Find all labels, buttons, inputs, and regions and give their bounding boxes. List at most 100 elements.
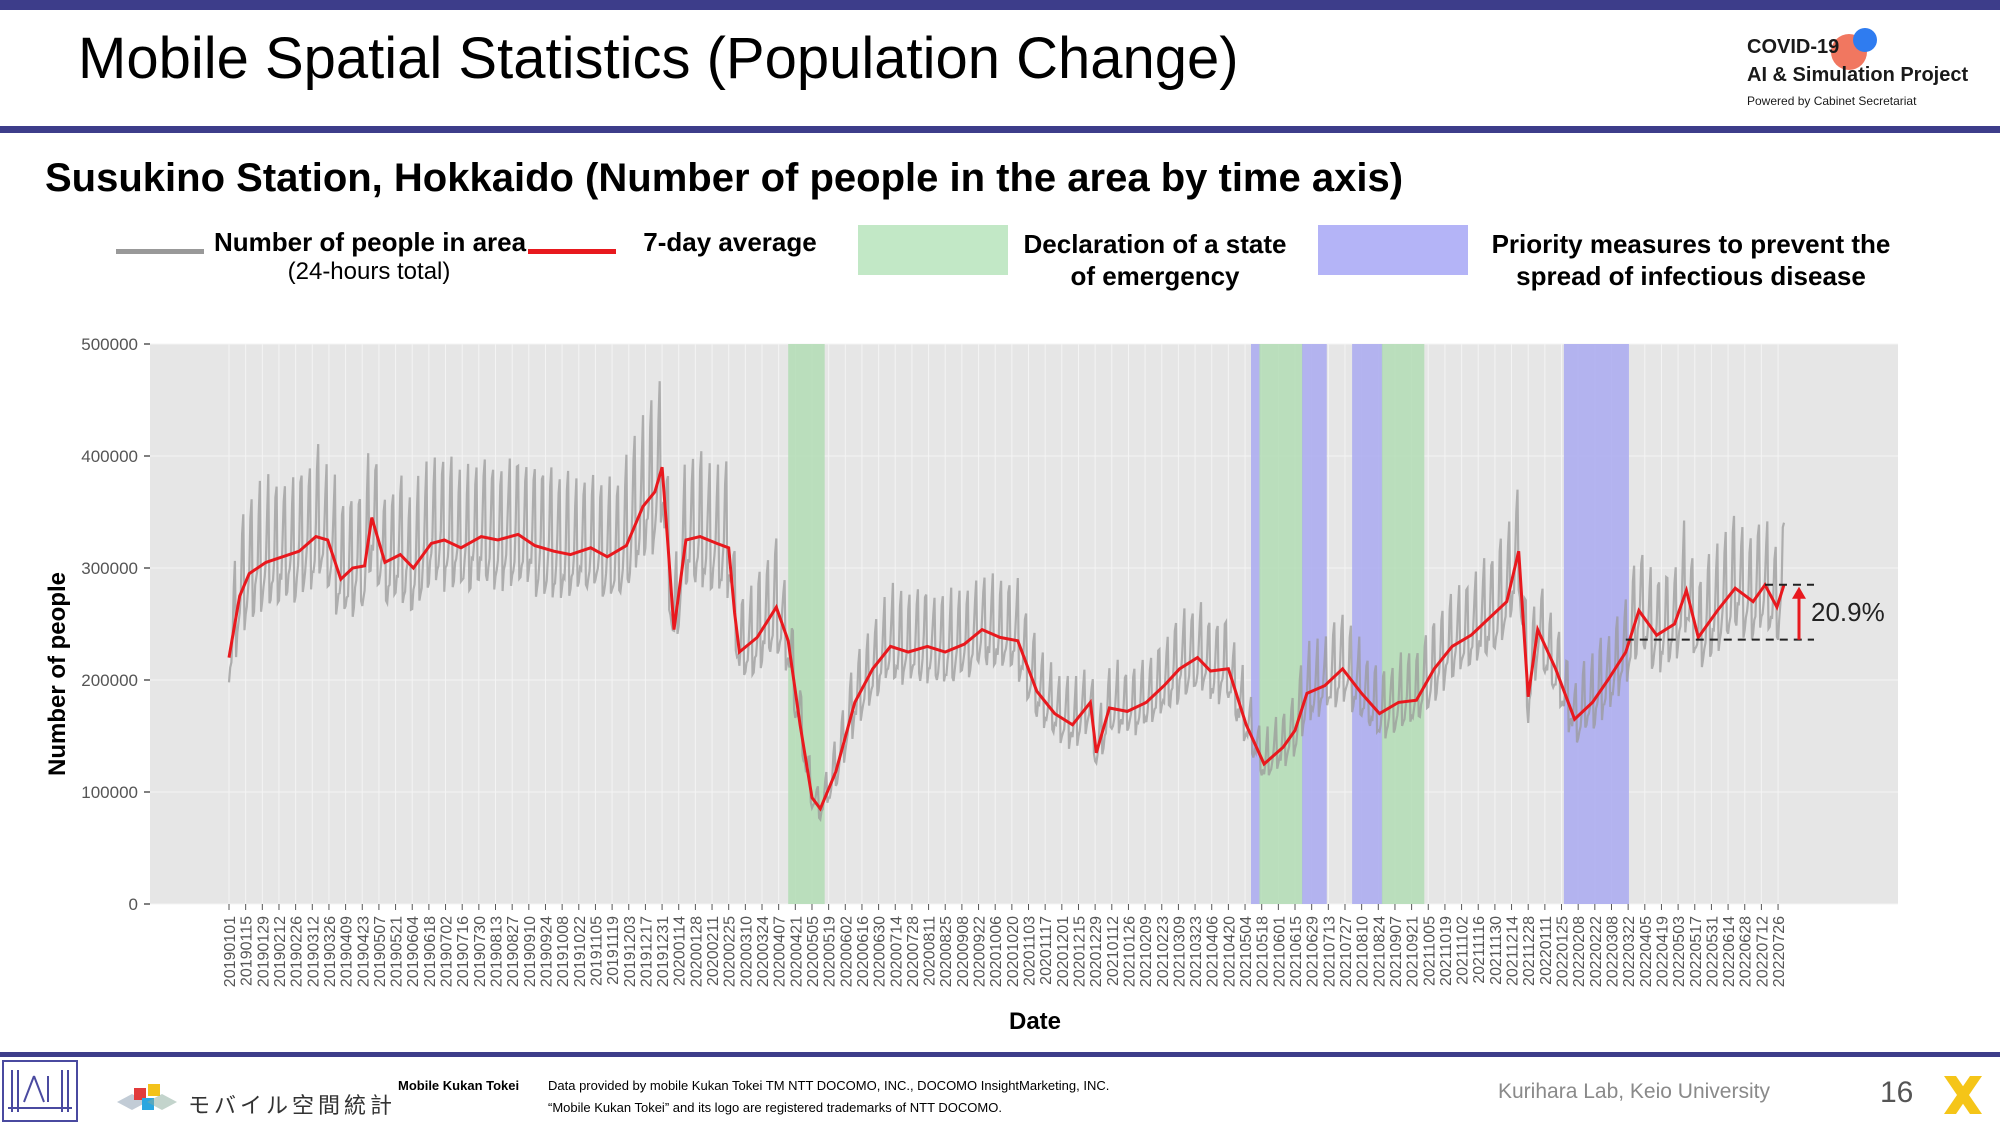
logo-line-2: AI & Simulation Project <box>1747 64 1969 86</box>
x-logo-icon <box>1938 1070 1988 1120</box>
covid-ai-project-logo: COVID-19 AI & Simulation Project Powered… <box>1745 28 1985 114</box>
title-divider-bar <box>0 126 2000 133</box>
x-tick-label: 20200811 <box>922 916 939 986</box>
y-tick-label: 400000 <box>81 447 138 466</box>
x-tick-label: 20190409 <box>339 916 356 987</box>
x-tick-label: 20211102 <box>1455 916 1472 985</box>
x-tick-label: 20210420 <box>1221 916 1238 987</box>
x-tick-label: 20201020 <box>1005 916 1022 987</box>
x-tick-label: 20210112 <box>1105 916 1122 986</box>
x-tick-label: 20200128 <box>688 916 705 987</box>
data-credit-line-2: “Mobile Kukan Tokei” and its logo are re… <box>548 1100 1002 1115</box>
x-tick-label: 20210309 <box>1171 916 1188 987</box>
x-tick-label: 20201201 <box>1055 916 1072 987</box>
x-tick-label: 20201229 <box>1088 916 1105 987</box>
x-tick-label: 20190827 <box>505 916 522 987</box>
x-tick-label: 20220111 <box>1538 916 1555 985</box>
seven-day-average-line <box>227 466 1786 812</box>
x-tick-label: 20210601 <box>1271 916 1288 987</box>
x-tick-label: 20200908 <box>955 916 972 987</box>
x-tick-label: 20220503 <box>1671 916 1688 987</box>
footer-divider-bar <box>0 1052 2000 1057</box>
x-tick-label: 20190910 <box>522 916 539 987</box>
y-tick-label: 300000 <box>81 559 138 578</box>
x-tick-label: 20200310 <box>738 916 755 987</box>
x-tick-label: 20210518 <box>1255 916 1272 987</box>
x-tick-label: 20211228 <box>1521 916 1538 986</box>
x-tick-label: 20190604 <box>405 916 422 987</box>
x-tick-label: 20200211 <box>705 916 722 986</box>
emergency-band <box>1259 344 1303 904</box>
x-tick-label: 20211005 <box>1421 916 1438 986</box>
x-tick-label: 20220419 <box>1654 916 1671 987</box>
mobile-kukan-cube-icon <box>112 1076 182 1116</box>
daily-count-line <box>227 381 1786 823</box>
x-tick-label: 20190730 <box>472 916 489 987</box>
x-tick-label: 20220222 <box>1588 916 1605 987</box>
x-tick-label: 20220712 <box>1754 916 1771 987</box>
x-tick-label: 20191022 <box>572 916 589 987</box>
x-tick-label: 20190521 <box>389 916 406 987</box>
x-tick-label: 20200505 <box>805 916 822 987</box>
x-tick-label: 20210907 <box>1388 916 1405 987</box>
x-tick-label: 20190716 <box>455 916 472 987</box>
x-tick-label: 20200602 <box>838 916 855 987</box>
x-tick-label: 20210713 <box>1321 916 1338 987</box>
x-tick-label: 20191217 <box>638 916 655 987</box>
chart-title: Susukino Station, Hokkaido (Number of pe… <box>45 156 1404 200</box>
x-tick-label: 20220308 <box>1604 916 1621 987</box>
logo-circle-blue <box>1853 28 1877 52</box>
legend-label-emergency: Declaration of a state of emergency <box>1023 229 1287 291</box>
y-tick-label: 0 <box>129 895 138 914</box>
priority-measures-band <box>1250 344 1261 904</box>
priority-measures-band <box>1302 344 1327 904</box>
x-tick-label: 20211116 <box>1471 916 1488 984</box>
x-tick-label: 20190212 <box>272 916 289 987</box>
x-tick-label: 20200616 <box>855 916 872 987</box>
x-tick-label: 20220726 <box>1771 916 1788 987</box>
x-tick-label: 20220517 <box>1688 916 1705 987</box>
x-tick-label: 20210727 <box>1338 916 1355 987</box>
top-accent-bar <box>0 0 2000 10</box>
x-tick-label: 20190129 <box>255 916 272 987</box>
x-tick-label: 20200728 <box>905 916 922 987</box>
legend-label-priority: Priority measures to prevent the spread … <box>1491 229 1891 291</box>
lab-credit: Kurihara Lab, Keio University <box>1498 1080 1770 1103</box>
emergency-band <box>1381 344 1425 904</box>
mobile-kukan-label: Mobile Kukan Tokei <box>398 1078 520 1093</box>
logo-line-1: COVID-19 <box>1747 36 1840 58</box>
x-tick-label: 20190924 <box>538 916 555 987</box>
x-tick-label: 20190115 <box>239 916 256 986</box>
x-tick-label: 20210223 <box>1155 916 1172 987</box>
mobile-kukan-japanese-logo: モバイル空間統計 <box>188 1093 397 1118</box>
x-tick-label: 20200825 <box>938 916 955 987</box>
x-tick-label: 20211214 <box>1505 916 1522 986</box>
legend-label-daily: Number of people in area <box>214 227 527 257</box>
x-tick-label: 20211130 <box>1488 916 1505 985</box>
x-tick-label: 20190326 <box>322 916 339 987</box>
x-tick-label: 20210824 <box>1371 916 1388 987</box>
legend-swatch-average <box>528 249 616 254</box>
annotation-arrow-head <box>1792 586 1806 599</box>
x-tick-label: 20191105 <box>588 916 605 986</box>
priority-measures-band <box>1563 344 1629 904</box>
x-tick-label: 20190312 <box>305 916 322 987</box>
priority-measures-band <box>1352 344 1383 904</box>
x-tick-label: 20220125 <box>1555 916 1572 987</box>
x-tick-label: 20201103 <box>1022 916 1039 986</box>
x-tick-label: 20190423 <box>355 916 372 987</box>
x-tick-label: 20220322 <box>1621 916 1638 987</box>
x-tick-label: 20201215 <box>1071 916 1088 987</box>
legend-sublabel-daily: (24-hours total) <box>287 258 451 285</box>
x-axis-label: Date <box>1008 1008 1062 1035</box>
x-tick-label: 20190101 <box>222 916 239 987</box>
x-tick-label: 20210504 <box>1238 916 1255 987</box>
x-tick-label: 20200324 <box>755 916 772 987</box>
x-tick-label: 20210126 <box>1121 916 1138 987</box>
x-tick-label: 20200519 <box>822 916 839 987</box>
x-tick-label: 20200407 <box>772 916 789 987</box>
y-tick-label: 500000 <box>81 335 138 354</box>
x-tick-label: 20200630 <box>872 916 889 987</box>
x-tick-label: 20200421 <box>788 916 805 987</box>
x-tick-label: 20200114 <box>672 916 689 986</box>
